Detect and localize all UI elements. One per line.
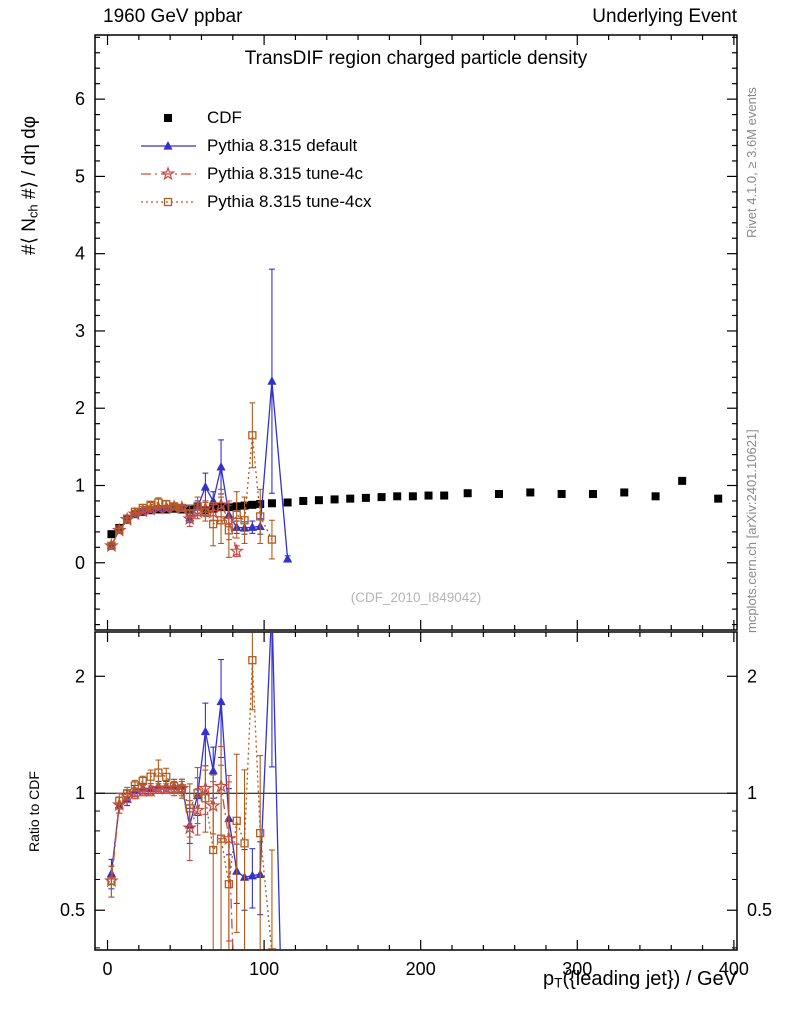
svg-text:2: 2	[75, 398, 85, 418]
rivet-version-label: Rivet 4.1.0, ≥ 3.6M events	[744, 87, 759, 238]
x-axis-label-post: ({leading jet}) / GeV	[562, 968, 737, 990]
svg-text:0: 0	[75, 553, 85, 573]
legend-item-pythia-default: Pythia 8.315 default	[207, 134, 357, 158]
svg-text:200: 200	[406, 959, 436, 979]
svg-text:6: 6	[75, 89, 85, 109]
header-analysis-label: Underlying Event	[592, 6, 737, 27]
svg-text:0.5: 0.5	[60, 900, 85, 920]
y-axis-label-pre: #⟨ N	[19, 218, 40, 255]
svg-text:3: 3	[75, 321, 85, 341]
mcplots-arxiv-label: mcplots.cern.ch [arXiv:2401.10621]	[744, 429, 759, 633]
svg-text:0: 0	[103, 959, 113, 979]
legend-item-pythia-tune-4c: Pythia 8.315 tune-4c	[207, 162, 363, 186]
analysis-id-watermark: (CDF_2010_I849042)	[350, 590, 482, 605]
svg-text:1: 1	[747, 783, 757, 803]
svg-text:2: 2	[747, 666, 757, 686]
y-axis-label-sub: ch	[25, 204, 41, 219]
y-axis-label-post: #⟩ / dη dφ	[19, 115, 40, 205]
legend-label-pythia-tune-4c: Pythia 8.315 tune-4c	[207, 164, 363, 183]
y-axis-label: #⟨ Nch #⟩ / dη dφ	[18, 116, 41, 255]
svg-text:1: 1	[75, 783, 85, 803]
legend-item-cdf: CDF	[207, 106, 242, 130]
legend-label-pythia-tune-4cx: Pythia 8.315 tune-4cx	[207, 192, 372, 211]
svg-text:4: 4	[75, 244, 85, 264]
svg-text:5: 5	[75, 166, 85, 186]
svg-text:0.5: 0.5	[747, 900, 772, 920]
svg-text:1: 1	[75, 476, 85, 496]
legend-label-pythia-default: Pythia 8.315 default	[207, 136, 358, 155]
svg-text:100: 100	[249, 959, 279, 979]
x-axis-label-sub: T	[554, 975, 563, 991]
ratio-axis-label: Ratio to CDF	[26, 771, 42, 852]
svg-text:400: 400	[719, 959, 749, 979]
legend-item-pythia-tune-4cx: Pythia 8.315 tune-4cx	[207, 190, 371, 214]
legend-label-cdf: CDF	[207, 108, 242, 127]
x-axis-label: pT({leading jet}) / GeV	[95, 968, 737, 991]
svg-text:2: 2	[75, 666, 85, 686]
plot-title: TransDIF region charged particle density	[244, 48, 588, 69]
x-axis-label-pre: p	[543, 968, 555, 990]
header-beam-label: 1960 GeV ppbar	[103, 6, 243, 27]
svg-text:300: 300	[562, 959, 592, 979]
